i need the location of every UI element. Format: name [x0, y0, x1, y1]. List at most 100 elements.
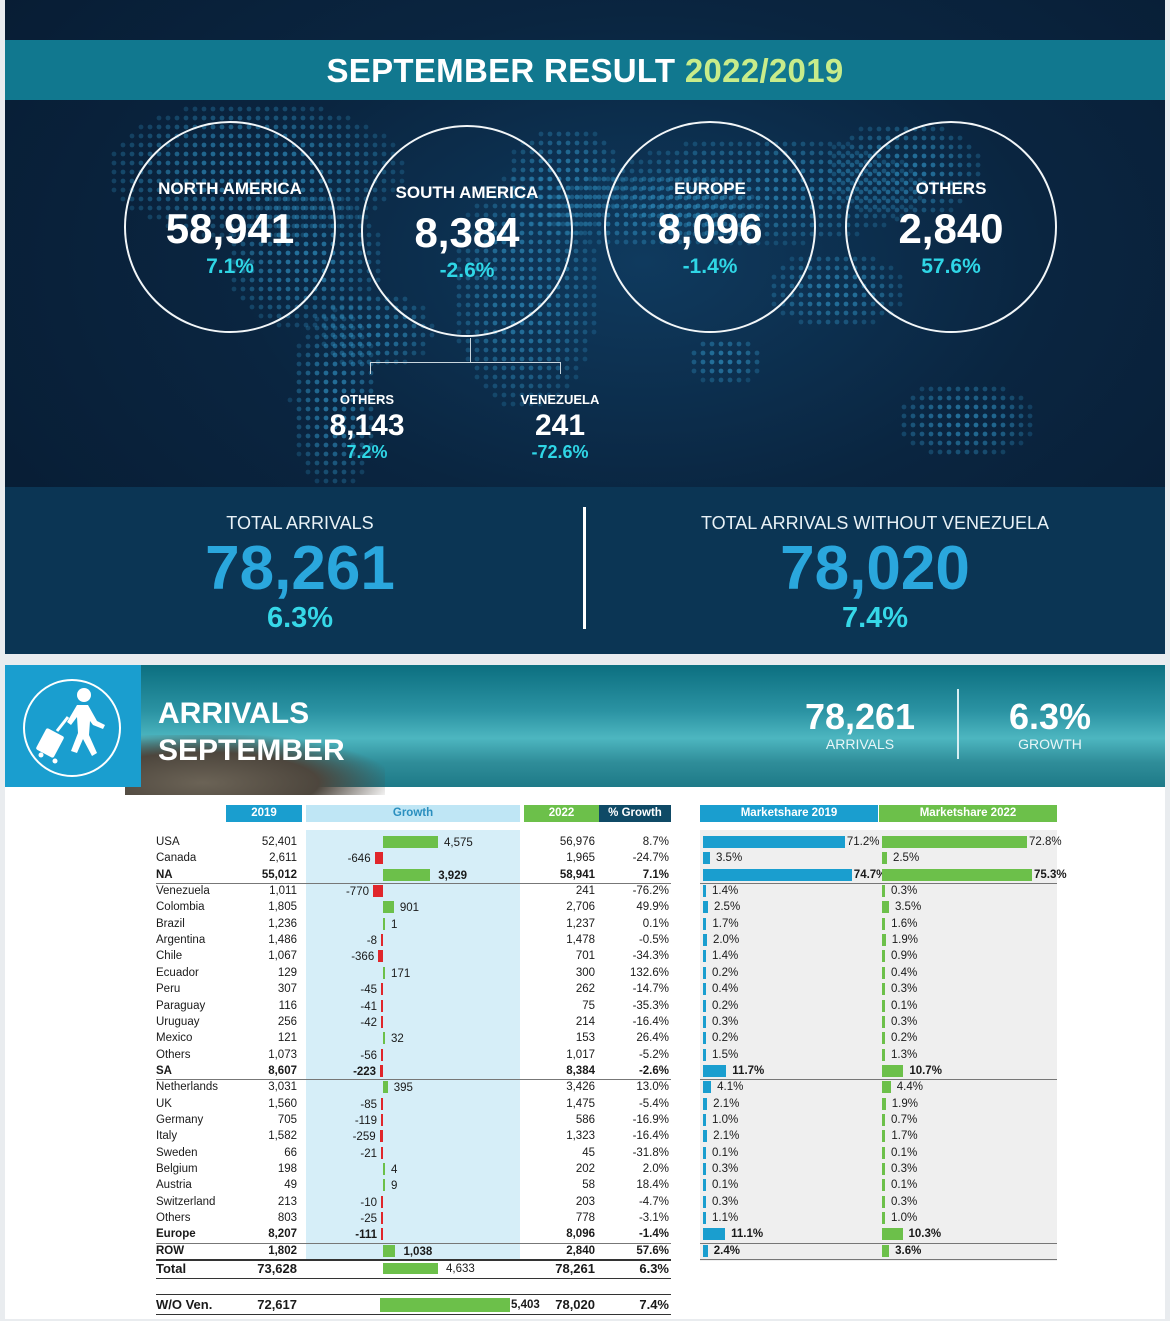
marketshare-2022-label: 0.9%	[891, 950, 918, 963]
region-growth: 57.6%	[921, 255, 981, 278]
map-dot	[348, 223, 354, 229]
marketshare-2019-label: 1.4%	[712, 885, 739, 898]
marketshare-2022-label: 0.2%	[891, 1032, 918, 1045]
row-country: Italy	[156, 1130, 178, 1143]
map-dot	[840, 189, 846, 195]
map-dot	[276, 322, 282, 328]
map-dot	[323, 460, 329, 466]
row-2022: 203	[575, 1195, 595, 1208]
totals-band: TOTAL ARRIVALS 78,261 6.3% TOTAL ARRIVAL…	[5, 487, 1165, 654]
map-dot	[836, 186, 842, 192]
map-dot	[314, 316, 320, 322]
map-dot	[332, 442, 338, 448]
map-dot	[843, 301, 849, 307]
row-2019: 1,805	[268, 901, 297, 914]
map-dot	[156, 115, 162, 121]
map-dot	[827, 222, 833, 228]
row-growth-label: 3,929	[438, 869, 467, 882]
map-dot	[601, 194, 607, 200]
map-dot	[578, 212, 584, 218]
map-dot	[339, 286, 345, 292]
map-dot	[569, 185, 575, 191]
map-dot	[849, 171, 855, 177]
map-dot	[314, 343, 320, 349]
map-dot	[330, 322, 336, 328]
row-country: Belgium	[156, 1163, 198, 1175]
row-growth-label: -41	[360, 1000, 377, 1013]
map-dot	[1000, 431, 1006, 437]
marketshare-2019-bar	[703, 999, 706, 1012]
map-dot	[368, 370, 374, 376]
map-dot	[555, 374, 561, 380]
sub-name: VENEZUELA	[520, 392, 600, 407]
map-dot	[982, 413, 988, 419]
map-dot	[928, 422, 934, 428]
map-dot	[937, 422, 943, 428]
row-country: Netherlands	[156, 1081, 219, 1094]
map-dot	[314, 352, 320, 358]
map-dot	[309, 142, 315, 148]
map-dot	[591, 329, 597, 335]
row-pct-growth: -16.4%	[632, 1015, 669, 1028]
map-dot	[818, 195, 824, 201]
map-dot	[809, 168, 815, 174]
map-dot	[852, 310, 858, 316]
bracket-bar	[370, 362, 561, 363]
map-dot	[573, 365, 579, 371]
row-2022: 214	[575, 1015, 595, 1028]
map-dot	[546, 329, 552, 335]
map-dot	[357, 323, 363, 329]
map-dot	[955, 449, 961, 455]
map-dot	[312, 295, 318, 301]
map-dot	[555, 383, 561, 389]
map-dot	[357, 359, 363, 365]
map-dot	[843, 274, 849, 280]
map-dot	[336, 205, 342, 211]
map-dot	[836, 222, 842, 228]
map-dot	[583, 185, 589, 191]
map-dot	[339, 341, 345, 347]
map-dot	[296, 424, 302, 430]
map-dot	[305, 415, 311, 421]
map-dot	[537, 320, 543, 326]
map-dot	[736, 341, 742, 347]
map-dot	[305, 442, 311, 448]
map-dot	[836, 141, 842, 147]
row-growth-label: -646	[347, 853, 371, 866]
row-2022: 58,941	[559, 868, 595, 881]
map-dot	[318, 124, 324, 130]
row-2019: 198	[277, 1163, 297, 1175]
map-dot	[111, 151, 117, 157]
map-dot	[592, 149, 598, 155]
row-country: Peru	[156, 983, 181, 996]
growth-bar	[379, 1130, 383, 1143]
map-dot	[825, 256, 831, 262]
row-country: Argentina	[156, 934, 206, 947]
map-dot	[483, 338, 489, 344]
map-dot	[937, 404, 943, 410]
map-dot	[556, 167, 562, 173]
region-growth: 7.1%	[206, 255, 254, 278]
map-dot	[336, 124, 342, 130]
map-dot	[330, 268, 336, 274]
map-dot	[318, 106, 324, 112]
map-dot	[789, 301, 795, 307]
map-dot	[330, 286, 336, 292]
map-dot	[350, 388, 356, 394]
map-dot	[1027, 404, 1033, 410]
map-dot	[1018, 431, 1024, 437]
map-dot	[492, 338, 498, 344]
map-dot	[836, 231, 842, 237]
map-dot	[791, 150, 797, 156]
map-dot	[348, 268, 354, 274]
map-dot	[323, 334, 329, 340]
map-dot	[601, 167, 607, 173]
map-dot	[357, 332, 363, 338]
map-dot	[834, 301, 840, 307]
map-dot	[111, 187, 117, 193]
growth-bar	[383, 1179, 385, 1192]
map-dot	[501, 392, 507, 398]
map-dot	[354, 187, 360, 193]
marketshare-2022-label: 75.3%	[1034, 868, 1067, 881]
marketshare-2019-label: 2.0%	[712, 934, 740, 947]
